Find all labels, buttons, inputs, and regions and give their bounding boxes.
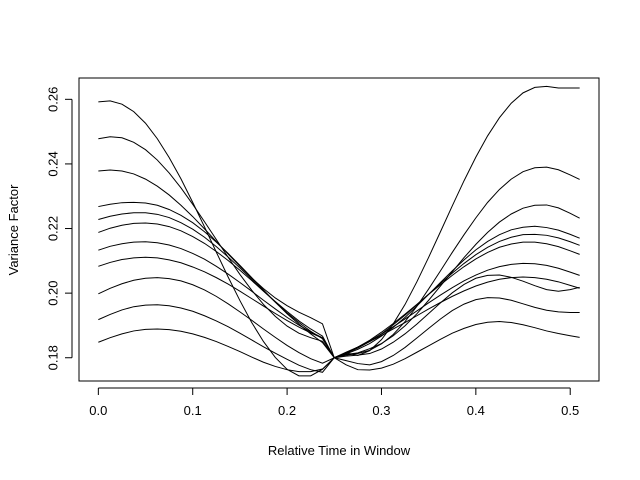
y-tick-label: 0.18 xyxy=(46,345,61,370)
series-line-10 xyxy=(98,297,580,373)
x-axis-label: Relative Time in Window xyxy=(268,443,411,458)
x-tick-label: 0.1 xyxy=(184,403,202,418)
x-tick-label: 0.5 xyxy=(561,403,579,418)
x-tick-label: 0.0 xyxy=(89,403,107,418)
series-line-2 xyxy=(98,136,580,359)
y-axis-label: Variance Factor xyxy=(6,184,21,275)
y-tick-label: 0.26 xyxy=(46,87,61,112)
y-tick-label: 0.24 xyxy=(46,151,61,176)
x-tick-label: 0.2 xyxy=(278,403,296,418)
series-line-6 xyxy=(98,222,580,359)
series-lines xyxy=(98,85,580,377)
series-line-9 xyxy=(98,274,580,364)
series-line-11 xyxy=(98,321,580,373)
x-tick-label: 0.3 xyxy=(372,403,390,418)
series-line-4 xyxy=(98,201,580,359)
y-tick-label: 0.22 xyxy=(46,216,61,241)
plot-frame xyxy=(78,77,600,382)
y-tick-label: 0.20 xyxy=(46,280,61,305)
series-line-8 xyxy=(98,256,580,359)
x-axis: 0.0 0.1 0.2 0.3 0.4 0.5 xyxy=(89,387,579,418)
y-axis: 0.18 0.20 0.22 0.24 0.26 xyxy=(46,87,73,370)
x-tick-label: 0.4 xyxy=(467,403,485,418)
series-line-5 xyxy=(98,212,580,359)
